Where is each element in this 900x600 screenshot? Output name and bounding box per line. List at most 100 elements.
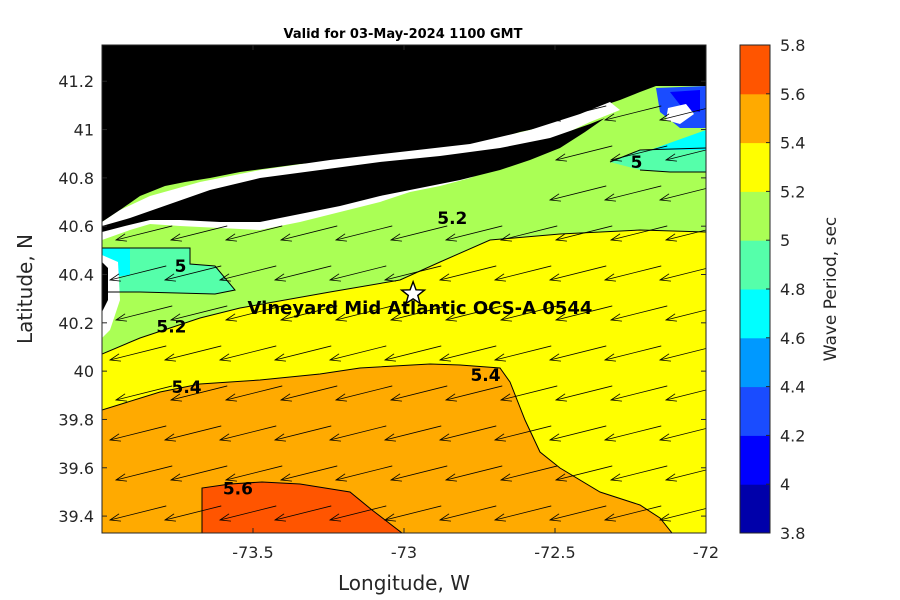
wave-arrow xyxy=(224,225,283,242)
wave-arrow xyxy=(334,465,393,482)
colorbar-swatch xyxy=(740,435,770,485)
star-icon xyxy=(399,279,427,306)
y-axis-ticks: 39.4 39.6 39.8 40 40.2 40.4 40.6 40.8 41 41.2 xyxy=(58,72,706,526)
wave-arrow xyxy=(548,185,607,202)
wave-arrow xyxy=(438,425,497,442)
wave-arrow xyxy=(609,385,668,402)
wave-arrow xyxy=(548,505,607,522)
wave-arrow xyxy=(554,465,613,482)
x-tick-label: -72.5 xyxy=(534,543,575,562)
wave-arrow xyxy=(273,425,332,442)
wave-arrow xyxy=(114,225,173,242)
y-tick-label: 40.6 xyxy=(58,217,94,236)
y-tick-label: 41.2 xyxy=(58,72,94,91)
contour-label: 5.4 xyxy=(470,366,500,386)
wave-arrow xyxy=(328,425,387,442)
wave-arrow xyxy=(493,265,552,282)
wave-arrow xyxy=(328,265,387,282)
wave-arrow xyxy=(664,149,706,162)
wave-arrow xyxy=(218,265,277,282)
contour-label: 5 xyxy=(175,257,187,277)
wave-arrow xyxy=(114,305,173,322)
colorbar-swatch xyxy=(740,240,770,290)
wave-arrow xyxy=(609,225,668,242)
wave-arrow xyxy=(609,305,668,322)
wave-arrow xyxy=(603,425,662,442)
wave-arrow xyxy=(548,105,607,122)
colorbar-label: Wave Period, sec xyxy=(821,217,841,362)
wave-arrow xyxy=(658,508,706,522)
region-4.8 xyxy=(650,130,706,150)
wave-arrow xyxy=(444,225,503,242)
wave-arrow xyxy=(548,265,607,282)
wave-arrow xyxy=(279,305,338,322)
contour-5.4 xyxy=(102,363,673,533)
colorbar-tick-label: 4.2 xyxy=(780,426,805,445)
wave-arrow xyxy=(664,389,706,402)
wave-arrow xyxy=(444,305,503,322)
wave-arrow xyxy=(108,265,167,282)
wave-arrow xyxy=(603,185,662,202)
wave-arrow xyxy=(108,425,167,442)
site-marker xyxy=(399,279,427,306)
region-5.8 xyxy=(202,482,402,533)
contour-label: 5 xyxy=(631,153,643,173)
region-5.0 xyxy=(102,248,235,294)
wave-arrow xyxy=(218,425,277,442)
wave-arrow xyxy=(383,345,442,362)
site-label: Vineyard Mid Atlantic OCS-A 0544 xyxy=(248,298,593,319)
wave-arrow xyxy=(603,105,662,122)
wave-arrow xyxy=(163,265,222,282)
colorbar-tick-label: 4 xyxy=(780,475,790,494)
wave-arrow xyxy=(169,225,228,242)
wave-arrow xyxy=(603,505,662,522)
wave-arrow xyxy=(658,188,706,202)
wave-arrow xyxy=(493,505,552,522)
wave-arrow xyxy=(273,505,332,522)
colorbar-tick-label: 5.2 xyxy=(780,182,805,201)
wave-arrow xyxy=(554,305,613,322)
x-tick-label: -72 xyxy=(693,543,719,562)
colorbar-tick-label: 3.8 xyxy=(780,524,805,543)
wave-arrow xyxy=(444,385,503,402)
wave-arrow xyxy=(334,305,393,322)
wave-arrow xyxy=(383,265,442,282)
colorbar-tick-label: 4.6 xyxy=(780,329,805,348)
wave-arrow xyxy=(438,265,497,282)
wave-arrow xyxy=(658,428,706,442)
y-tick-label: 40.8 xyxy=(58,169,94,188)
x-axis-ticks: -73.5 -73 -72.5 -72 xyxy=(232,45,719,562)
block-island xyxy=(666,104,694,124)
wave-arrow xyxy=(603,265,662,282)
wave-arrow xyxy=(169,305,228,322)
wave-arrow xyxy=(334,225,393,242)
x-tick-label: -73.5 xyxy=(232,543,273,562)
wave-arrow xyxy=(108,505,167,522)
wave-arrow xyxy=(218,345,277,362)
y-tick-label: 40.4 xyxy=(58,266,94,285)
wave-arrow xyxy=(389,225,448,242)
colorbar-swatch xyxy=(740,191,770,241)
wave-arrow xyxy=(548,425,607,442)
wave-arrow xyxy=(609,465,668,482)
colorbar-tick-label: 5 xyxy=(780,231,790,250)
y-axis-label: Latitude, N xyxy=(13,234,37,344)
wave-arrow xyxy=(224,305,283,322)
wave-direction-arrows xyxy=(108,105,706,522)
wave-arrow xyxy=(658,268,706,282)
wave-arrow xyxy=(438,345,497,362)
contour-label: 5.4 xyxy=(171,378,201,398)
colorbar-swatch xyxy=(740,386,770,436)
wave-arrow xyxy=(169,465,228,482)
wave-arrow xyxy=(383,425,442,442)
wave-arrow xyxy=(328,505,387,522)
wave-arrow xyxy=(279,465,338,482)
wave-arrow xyxy=(664,309,706,322)
wave-arrow xyxy=(389,385,448,402)
colorbar-tick-label: 5.8 xyxy=(780,36,805,55)
colorbar-tick-label: 4.4 xyxy=(780,378,805,397)
land-mass xyxy=(102,45,706,222)
colorbar-swatch xyxy=(740,484,770,534)
wave-arrow xyxy=(554,145,613,162)
wave-arrow xyxy=(224,385,283,402)
